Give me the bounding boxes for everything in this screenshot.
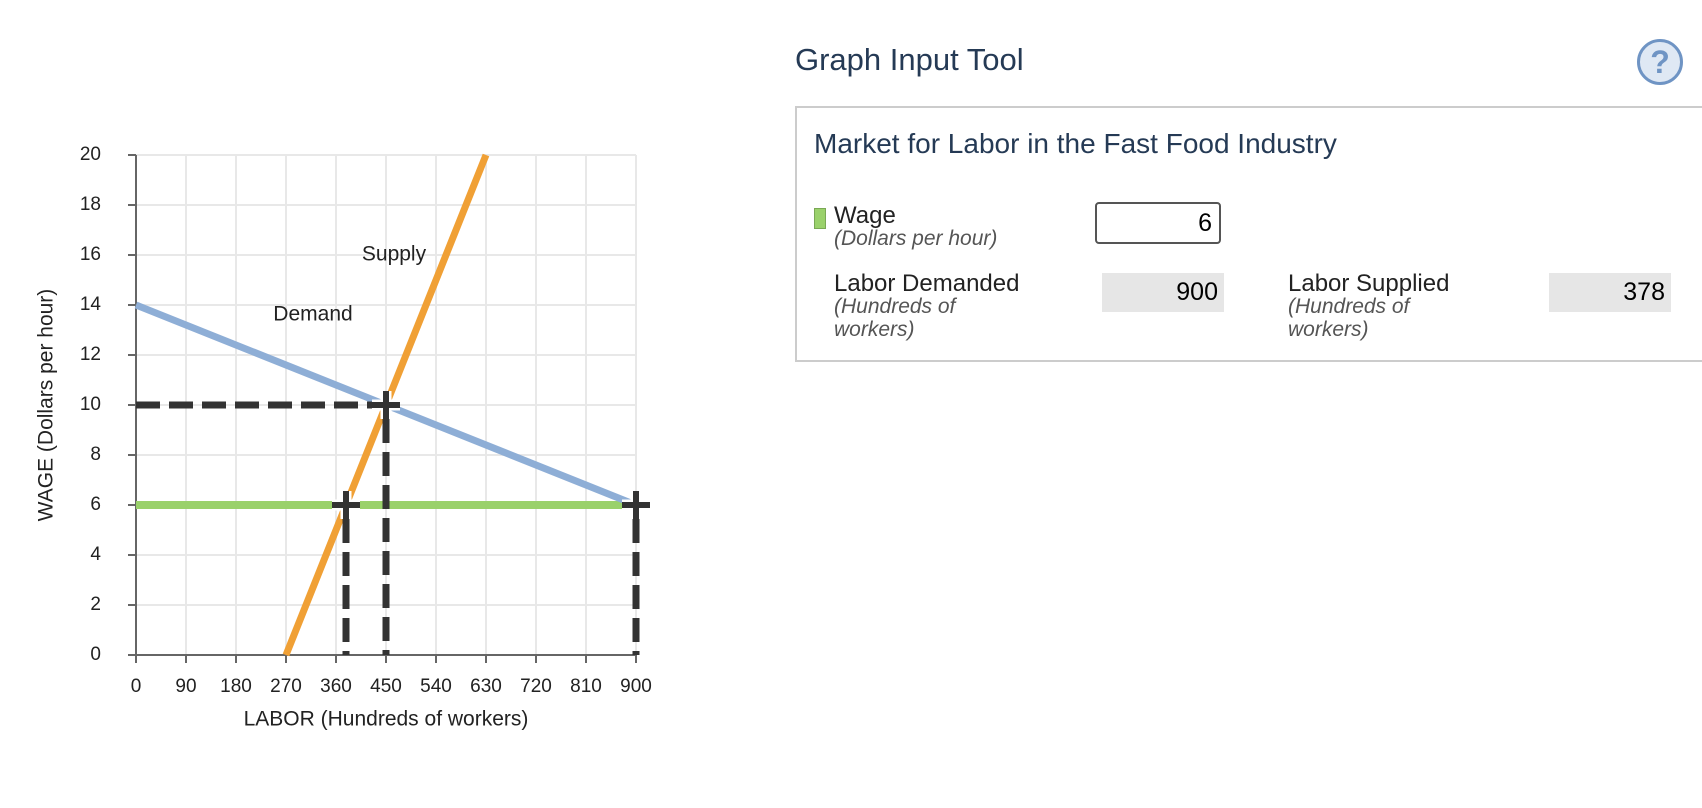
y-tick-label: 8 <box>90 444 101 465</box>
x-axis-label: LABOR (Hundreds of workers) <box>244 708 529 731</box>
x-tick-label: 630 <box>470 676 502 697</box>
point-marker <box>622 491 650 519</box>
y-tick-label: 16 <box>80 244 101 265</box>
labor-supplied-unit: (Hundreds of workers) <box>1288 295 1410 341</box>
y-tick-label: 2 <box>90 594 101 615</box>
labor-demanded-label: Labor Demanded <box>834 270 1020 297</box>
y-tick-label: 0 <box>90 644 101 665</box>
x-tick-label: 90 <box>175 676 196 697</box>
x-tick-label: 360 <box>320 676 352 697</box>
series-label: Supply <box>362 243 427 266</box>
series-label: Demand <box>273 303 352 326</box>
tool-title: Graph Input Tool <box>795 42 1024 77</box>
x-tick-label: 270 <box>270 676 302 697</box>
labor-demanded-value: 900 <box>1102 273 1224 312</box>
point-marker <box>372 391 400 419</box>
wage-input[interactable]: 6 <box>1095 202 1221 244</box>
panel-title: Market for Labor in the Fast Food Indust… <box>814 128 1337 159</box>
y-tick-label: 20 <box>80 144 101 165</box>
wage-swatch <box>814 208 826 229</box>
y-axis-label: WAGE (Dollars per hour) <box>35 289 58 522</box>
x-tick-label: 720 <box>520 676 552 697</box>
y-tick-label: 12 <box>80 344 101 365</box>
labor-supplied-label: Labor Supplied <box>1288 270 1450 297</box>
y-tick-label: 10 <box>80 394 101 415</box>
point-marker <box>332 491 360 519</box>
y-tick-label: 18 <box>80 194 101 215</box>
y-tick-label: 6 <box>90 494 101 515</box>
x-tick-label: 540 <box>420 676 452 697</box>
labor-demanded-unit: (Hundreds of workers) <box>834 295 956 341</box>
wage-label: Wage <box>834 202 896 229</box>
x-tick-label: 0 <box>131 676 142 697</box>
help-button[interactable]: ? <box>1637 39 1683 85</box>
y-tick-label: 4 <box>90 544 101 565</box>
x-tick-label: 900 <box>620 676 652 697</box>
x-tick-label: 180 <box>220 676 252 697</box>
wage-unit: (Dollars per hour) <box>834 227 998 250</box>
y-tick-label: 14 <box>80 294 102 315</box>
labor-supplied-value: 378 <box>1549 273 1671 312</box>
x-tick-label: 810 <box>570 676 602 697</box>
panel: Market for Labor in the Fast Food Indust… <box>795 106 1702 362</box>
x-tick-label: 450 <box>370 676 402 697</box>
chart: LABOR (Hundreds of workers) WAGE (Dollar… <box>35 144 652 731</box>
